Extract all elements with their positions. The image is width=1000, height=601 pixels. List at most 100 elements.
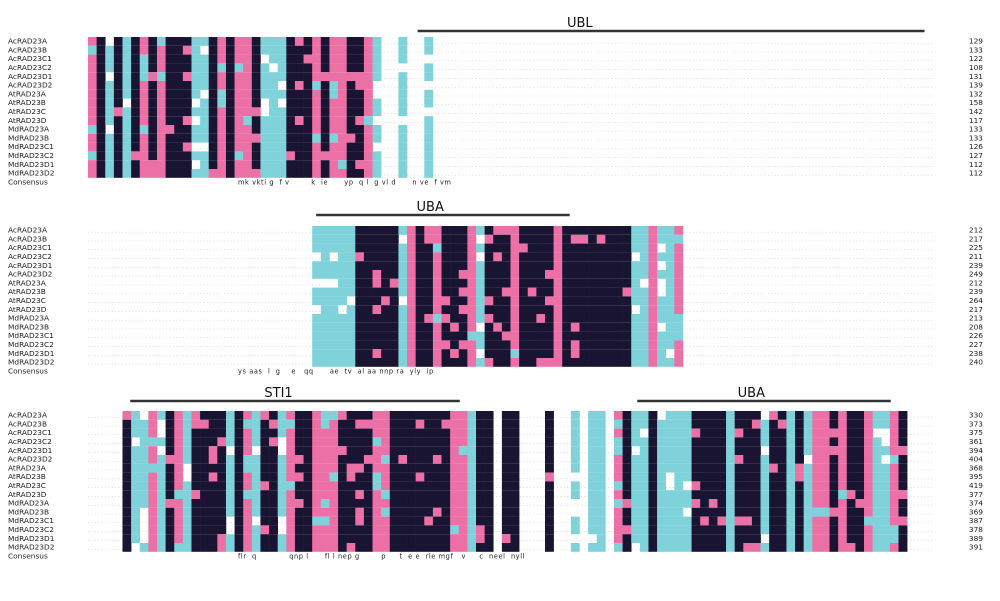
residue-cell: [156, 499, 166, 508]
residue-cell: [286, 525, 296, 535]
residue-cell: [588, 226, 598, 235]
residue-cell: [260, 516, 270, 526]
residue-cell: [372, 322, 382, 332]
residue-cell: [527, 287, 537, 297]
alignment-row: MdRAD23A 374: [8, 499, 983, 508]
sequence-end-position: 131: [969, 72, 983, 81]
sequence-end-position: 158: [969, 98, 983, 107]
residue-cell: [415, 490, 425, 499]
residue-cell: [622, 446, 632, 455]
residue-cell: [631, 472, 641, 482]
residue-cell: [131, 72, 141, 81]
residue-cell: [751, 472, 761, 482]
residue-cell: [665, 428, 675, 438]
residue-cell: [329, 499, 339, 508]
residue-cell: [381, 243, 391, 253]
residue-cell: [389, 490, 399, 499]
residue-cell: [174, 107, 184, 117]
residue-cell: [355, 322, 365, 332]
residue-cell: [527, 349, 537, 358]
residue-cell: [519, 322, 529, 332]
residue-cell: [432, 296, 442, 306]
residue-cell: [527, 252, 537, 262]
residue-cell: [320, 525, 330, 535]
residue-cell: [165, 81, 175, 90]
residue-cell: [510, 419, 520, 429]
residue-cell: [777, 507, 787, 517]
residue-cell: [329, 151, 339, 161]
residue-cell: [544, 411, 554, 420]
residue-cell: [838, 455, 848, 464]
residue-cell: [338, 278, 347, 288]
residue-cell: [294, 133, 304, 143]
residue-cell: [389, 331, 399, 341]
residue-cell: [320, 160, 330, 169]
residue-cell: [148, 133, 158, 143]
residue-cell: [829, 499, 839, 508]
residue-cell: [372, 169, 382, 178]
residue-cell: [381, 314, 391, 323]
residue-cell: [372, 252, 382, 262]
residue-cell: [648, 287, 658, 297]
residue-cell: [700, 534, 710, 543]
domain-label: UBL: [567, 16, 593, 31]
residue-cell: [631, 322, 641, 332]
residue-cell: [476, 446, 485, 455]
residue-cell: [579, 243, 589, 253]
sequence-end-position: 361: [969, 437, 983, 446]
residue-cell: [269, 446, 278, 455]
residue-cell: [200, 437, 210, 447]
residue-cell: [674, 472, 684, 482]
residue-cell: [424, 37, 434, 46]
residue-cell: [346, 472, 356, 482]
residue-cell: [200, 37, 210, 46]
residue-cell: [588, 287, 598, 297]
residue-cell: [389, 234, 399, 244]
residue-cell: [174, 169, 184, 178]
residue-cell: [864, 428, 873, 438]
residue-cell: [320, 151, 330, 161]
residue-cell: [372, 37, 382, 46]
residue-cell: [708, 419, 718, 429]
residue-cell: [424, 499, 434, 508]
residue-cell: [501, 455, 511, 464]
residue-cell: [191, 516, 201, 526]
residue-cell: [829, 463, 839, 473]
residue-cell: [613, 507, 623, 517]
residue-cell: [148, 142, 158, 152]
residue-cell: [829, 534, 839, 543]
residue-cell: [639, 349, 649, 358]
residue-cell: [148, 54, 158, 64]
residue-cell: [751, 428, 761, 438]
residue-cell: [588, 340, 598, 350]
residue-cell: [501, 463, 511, 473]
sequence-end-position: 404: [969, 455, 983, 464]
residue-cell: [700, 428, 710, 438]
residue-cell: [294, 437, 304, 447]
residue-cell: [588, 358, 598, 367]
residue-cell: [432, 516, 442, 526]
residue-cell: [838, 516, 848, 526]
residue-cell: [708, 525, 718, 535]
residue-cell: [812, 481, 822, 491]
residue-cell: [605, 226, 615, 235]
residue-cell: [570, 349, 580, 358]
residue-cell: [596, 349, 606, 358]
residue-cell: [864, 446, 873, 455]
residue-cell: [458, 490, 468, 499]
residue-cell: [889, 437, 899, 447]
residue-cell: [148, 499, 158, 508]
residue-cell: [855, 463, 865, 473]
residue-cell: [174, 543, 184, 552]
residue-cell: [355, 278, 365, 288]
residue-cell: [191, 133, 201, 143]
residue-cell: [355, 116, 365, 125]
residue-cell: [363, 151, 373, 161]
residue-cell: [743, 428, 753, 438]
residue-cell: [96, 160, 106, 169]
residue-cell: [665, 270, 675, 279]
residue-cell: [665, 516, 675, 526]
residue-cell: [674, 481, 684, 491]
residue-cell: [812, 472, 822, 482]
residue-cell: [243, 89, 253, 99]
